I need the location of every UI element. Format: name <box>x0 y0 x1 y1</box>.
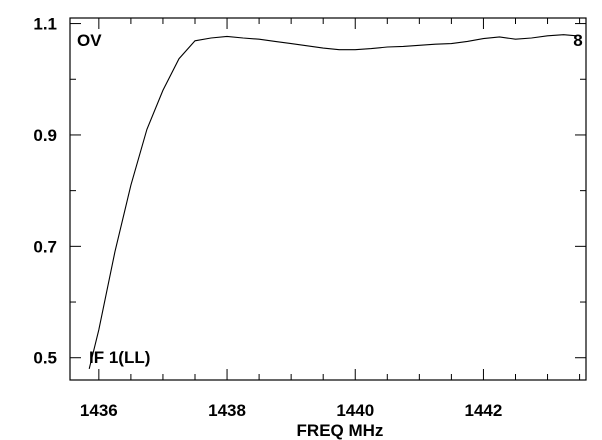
x-tick-label: 1436 <box>80 401 118 420</box>
annotation-top-right: 8 <box>573 31 582 50</box>
x-axis-ticks <box>98 18 581 380</box>
series-line <box>88 34 577 370</box>
y-tick-label: 1.1 <box>33 15 57 34</box>
y-axis-tick-labels: 0.5 0.7 0.9 1.1 <box>33 15 57 368</box>
y-tick-label: 0.7 <box>33 237 57 256</box>
x-axis-label: FREQ MHz <box>297 421 384 440</box>
y-axis-ticks <box>70 23 586 359</box>
x-tick-label: 1438 <box>208 401 246 420</box>
x-tick-label: 1442 <box>465 401 503 420</box>
x-tick-label: 1440 <box>336 401 374 420</box>
x-axis-tick-labels: 1436 1438 1440 1442 <box>80 401 502 420</box>
y-tick-label: 0.9 <box>33 126 57 145</box>
annotation-top-left: OV <box>77 31 102 50</box>
y-tick-label: 0.5 <box>33 349 57 368</box>
annotation-bottom-left: IF 1(LL) <box>89 348 150 367</box>
plot-frame <box>69 17 587 381</box>
